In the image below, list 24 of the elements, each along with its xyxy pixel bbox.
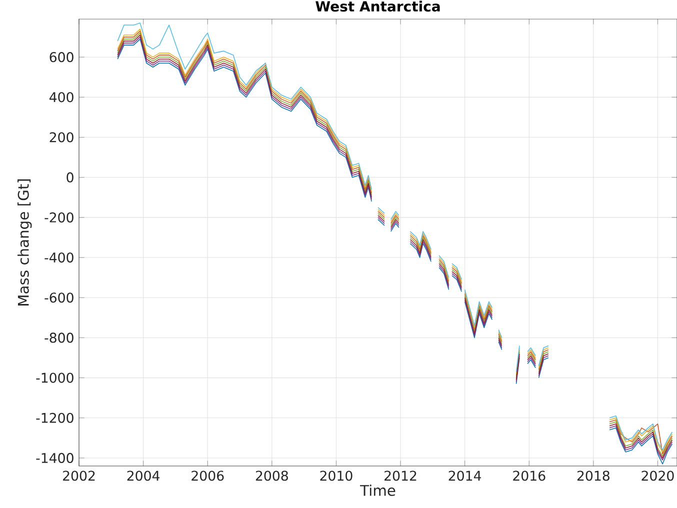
y-tick-label: 0 <box>66 172 74 182</box>
y-tick-label: -400 <box>44 252 74 263</box>
y-tick-label: -200 <box>44 212 74 222</box>
x-tick-label: 2008 <box>256 470 288 481</box>
x-tick-label: 2004 <box>127 470 160 481</box>
y-axis-title: Mass change [Gt] <box>18 179 32 306</box>
y-tick-label: 400 <box>49 92 74 102</box>
x-tick-label: 2014 <box>448 470 482 481</box>
x-tick-label: 2020 <box>642 470 674 481</box>
y-tick-label: 600 <box>50 52 74 62</box>
x-tick-label: 2016 <box>513 470 546 481</box>
x-tick-label: 2002 <box>63 470 95 481</box>
x-tick-label: 2018 <box>577 470 610 481</box>
x-axis-title: Time <box>360 484 396 496</box>
y-tick-label: 200 <box>50 132 74 142</box>
chart-title: West Antarctica <box>316 0 440 12</box>
x-tick-label: 2006 <box>192 470 224 481</box>
x-tick-label: 2012 <box>384 470 416 481</box>
y-tick-label: -1200 <box>36 412 74 423</box>
y-tick-label: -800 <box>44 332 74 343</box>
y-tick-label: -1400 <box>36 452 74 464</box>
y-tick-label: -1000 <box>36 372 74 383</box>
y-tick-label: -600 <box>44 292 74 303</box>
x-tick-label: 2010 <box>320 470 352 481</box>
